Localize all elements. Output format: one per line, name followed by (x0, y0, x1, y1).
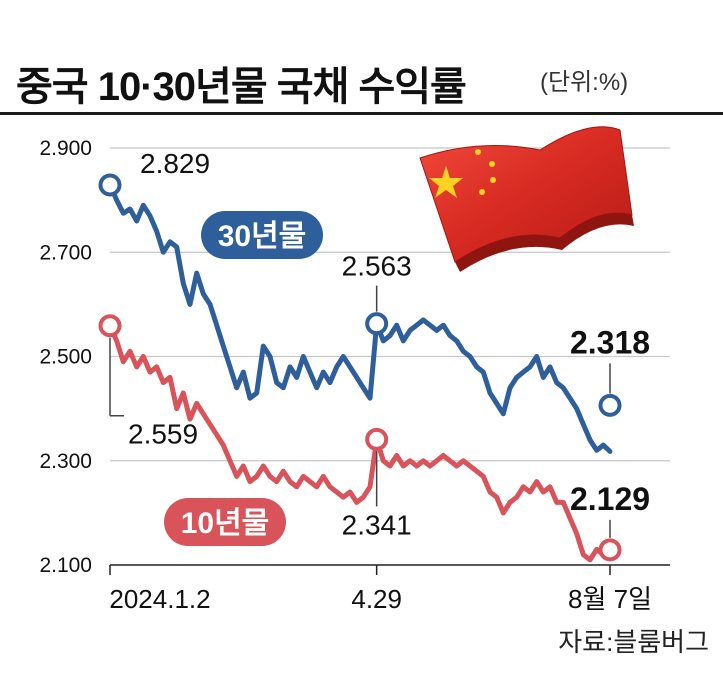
series-name-label: 10년물 (181, 507, 270, 540)
data-label: 2.559 (128, 419, 198, 450)
china-flag-icon (419, 126, 634, 272)
data-label: 2.129 (570, 481, 650, 517)
point-marker (598, 393, 622, 417)
data-label: 2.341 (342, 509, 412, 540)
data-label: 2.563 (342, 251, 412, 282)
y-axis-ticks: 2.100 2.300 2.500 2.700 2.900 (39, 137, 92, 577)
point-marker (98, 173, 122, 197)
series-pill-30y (201, 211, 323, 259)
unit-label: (단위:%) (540, 69, 629, 96)
x-tick-label: 2024.1.2 (109, 584, 210, 614)
page-title: 중국 10·30년물 국채 수익률 (16, 65, 467, 109)
point-marker (365, 312, 389, 336)
y-tick-label: 2.300 (39, 450, 92, 473)
series-lines (107, 182, 613, 563)
data-labels: 2.829 2.563 2.318 2.559 2.341 2.129 30년물 10년물 (98, 148, 650, 562)
series-line-30y (107, 182, 613, 454)
series-pill-10y (164, 498, 286, 546)
point-marker (365, 427, 389, 451)
y-tick-label: 2.500 (39, 346, 92, 369)
x-tick-label: 8월 7일 (568, 584, 652, 614)
y-tick-label: 2.100 (39, 554, 92, 577)
point-marker (98, 314, 122, 338)
x-tick-label: 4.29 (351, 584, 402, 614)
source-note: 자료:블룸버그 (558, 627, 709, 657)
data-label: 2.829 (140, 148, 210, 179)
series-name-label: 30년물 (218, 220, 307, 253)
point-marker (598, 538, 622, 562)
data-label: 2.318 (570, 324, 650, 360)
series-line-10y (107, 323, 613, 563)
y-tick-label: 2.900 (39, 137, 92, 160)
title-divider (0, 112, 723, 115)
x-axis: 2024.1.2 4.29 8월 7일 (109, 564, 670, 614)
y-tick-label: 2.700 (39, 241, 92, 264)
